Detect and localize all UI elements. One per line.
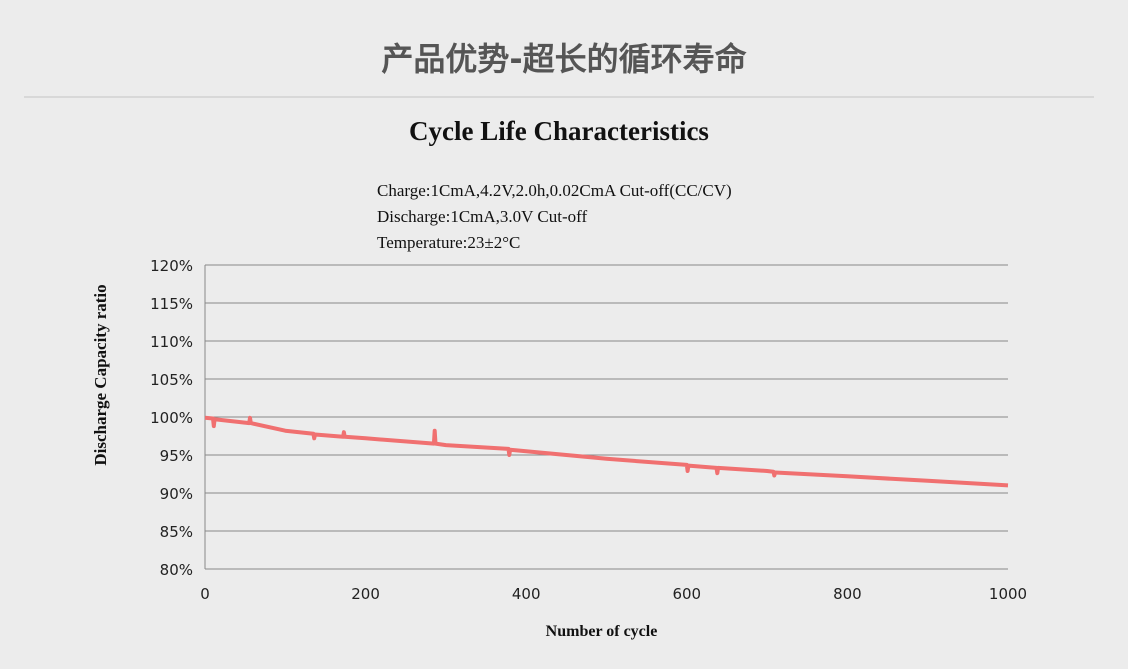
y-tick-label: 105% (150, 371, 193, 389)
condition-charge: Charge:1CmA,4.2V,2.0h,0.02CmA Cut-off(CC… (377, 181, 732, 200)
y-tick-label: 90% (160, 485, 193, 503)
x-tick-label: 1000 (989, 585, 1027, 603)
y-tick-label: 80% (160, 561, 193, 579)
x-axis-label: Number of cycle (546, 623, 658, 640)
x-tick-label: 800 (833, 585, 862, 603)
x-tick-label: 600 (672, 585, 701, 603)
y-tick-label: 110% (150, 333, 193, 351)
divider (24, 96, 1094, 98)
y-tick-label: 120% (150, 257, 193, 275)
condition-temperature: Temperature:23±2°C (377, 233, 521, 252)
test-conditions: Charge:1CmA,4.2V,2.0h,0.02CmA Cut-off(CC… (377, 178, 732, 256)
series-line (204, 415, 1009, 488)
y-axis-label: Discharge Capacity ratio (91, 284, 110, 465)
x-tick-label: 0 (200, 585, 210, 603)
y-tick-label: 115% (150, 295, 193, 313)
y-tick-label: 95% (160, 447, 193, 465)
x-tick-label: 200 (351, 585, 380, 603)
chart-title: Cycle Life Characteristics (409, 116, 709, 146)
x-tick-label: 400 (512, 585, 541, 603)
condition-discharge: Discharge:1CmA,3.0V Cut-off (377, 207, 588, 226)
page-title: 产品优势-超长的循环寿命 (381, 40, 747, 78)
y-tick-label: 85% (160, 523, 193, 541)
y-tick-label: 100% (150, 409, 193, 427)
